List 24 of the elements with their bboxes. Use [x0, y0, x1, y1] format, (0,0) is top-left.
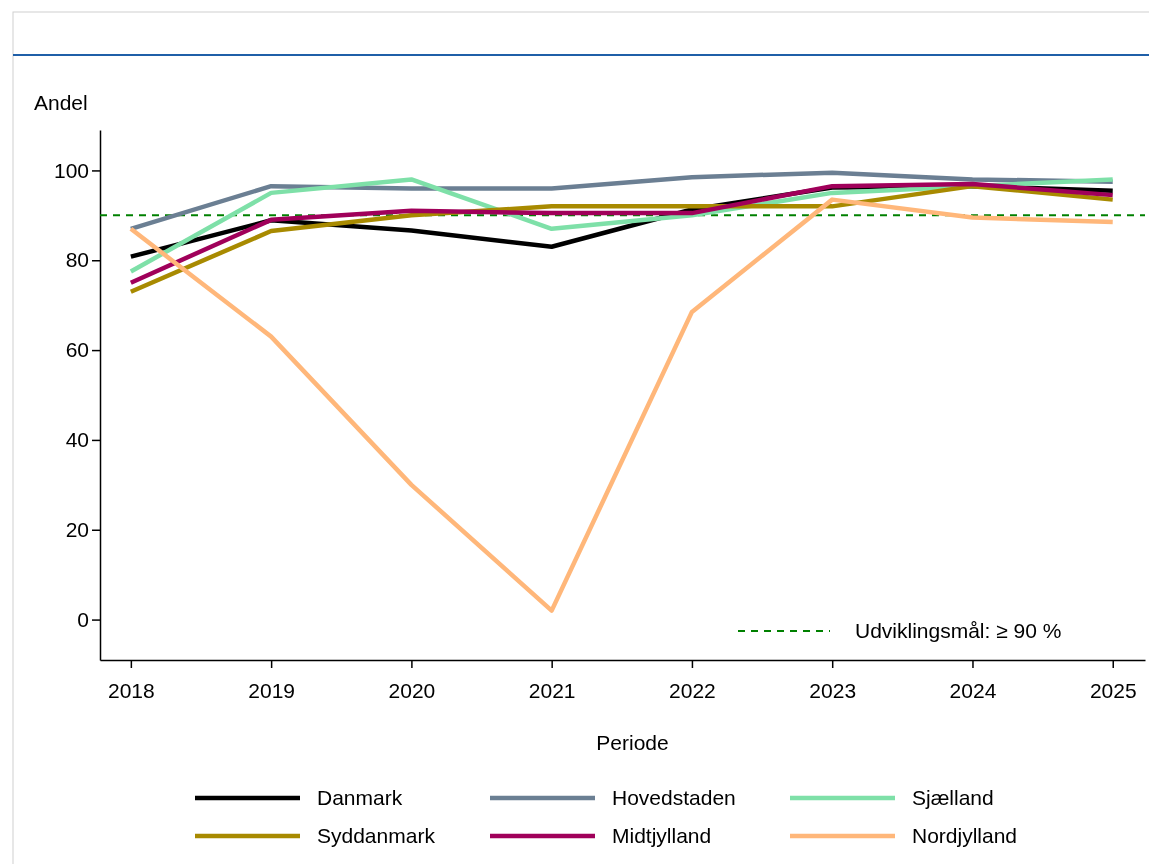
legend-label: Udviklingsmål: ≥ 90 % [855, 619, 1062, 642]
y-tick-label: 0 [77, 607, 89, 631]
legend-label: Syddanmark [317, 824, 436, 847]
legend-label: Sjælland [912, 786, 994, 809]
x-tick-label: 2022 [669, 679, 716, 703]
x-tick-label: 2025 [1089, 679, 1137, 703]
x-tick-label: 2020 [388, 679, 436, 703]
legend-label: Midtjylland [612, 824, 712, 847]
y-tick-label: 60 [65, 338, 89, 362]
line-series [128, 197, 1115, 613]
x-tick-label: 2024 [949, 679, 997, 703]
legend-label: Hovedstaden [612, 786, 736, 809]
x-tick-label: 2023 [809, 679, 857, 703]
y-axis-title: Andel [34, 91, 88, 114]
y-tick-label: 100 [53, 158, 89, 182]
x-tick-label: 2021 [528, 679, 576, 703]
x-tick-label: 2019 [248, 679, 295, 703]
legend-label: Danmark [317, 786, 403, 809]
y-tick-label: 40 [65, 428, 89, 452]
x-axis-title: Periode [596, 731, 669, 754]
x-tick-label: 2018 [108, 679, 155, 703]
legend-label: Nordjylland [912, 824, 1018, 847]
y-tick-label: 20 [65, 517, 89, 541]
y-tick-label: 80 [65, 248, 89, 272]
